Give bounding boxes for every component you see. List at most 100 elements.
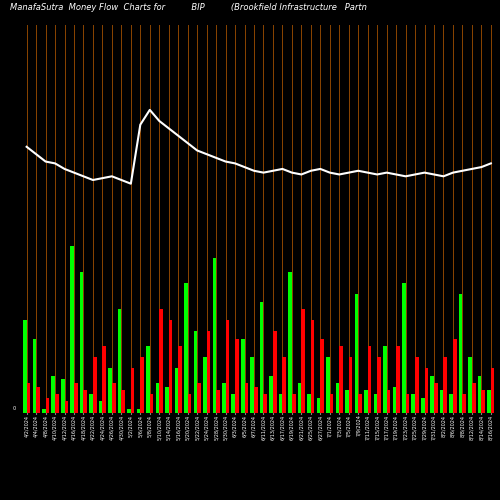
Bar bbox=[430, 376, 434, 412]
Bar bbox=[392, 386, 396, 412]
Bar bbox=[70, 246, 74, 412]
Bar bbox=[424, 368, 428, 412]
Bar bbox=[184, 284, 188, 412]
Bar bbox=[80, 272, 84, 412]
Bar bbox=[131, 368, 134, 412]
Bar bbox=[118, 309, 122, 412]
Bar bbox=[440, 390, 444, 412]
Bar bbox=[74, 383, 78, 412]
Bar bbox=[226, 320, 229, 412]
Bar bbox=[156, 383, 160, 412]
Bar bbox=[459, 294, 462, 412]
Bar bbox=[396, 346, 400, 412]
Bar bbox=[273, 332, 276, 412]
Bar bbox=[345, 390, 349, 412]
Bar bbox=[402, 284, 406, 412]
Bar bbox=[222, 383, 226, 412]
Bar bbox=[188, 394, 192, 412]
Bar bbox=[302, 309, 305, 412]
Bar bbox=[61, 380, 64, 412]
Bar bbox=[102, 346, 106, 412]
Bar bbox=[90, 394, 93, 412]
Bar bbox=[112, 383, 116, 412]
Bar bbox=[377, 357, 381, 412]
Bar bbox=[383, 346, 386, 412]
Bar bbox=[298, 383, 302, 412]
Bar bbox=[168, 320, 172, 412]
Bar bbox=[232, 394, 235, 412]
Bar bbox=[174, 368, 178, 412]
Bar bbox=[482, 390, 485, 412]
Bar bbox=[244, 383, 248, 412]
Bar bbox=[64, 402, 68, 412]
Bar bbox=[93, 357, 96, 412]
Bar bbox=[108, 368, 112, 412]
Bar bbox=[288, 272, 292, 412]
Bar bbox=[99, 402, 102, 412]
Bar bbox=[354, 294, 358, 412]
Bar bbox=[406, 394, 409, 412]
Bar bbox=[32, 338, 36, 412]
Bar bbox=[26, 383, 30, 412]
Bar bbox=[23, 320, 26, 412]
Bar bbox=[165, 386, 168, 412]
Bar bbox=[260, 302, 264, 412]
Bar bbox=[206, 332, 210, 412]
Bar bbox=[122, 390, 125, 412]
Bar bbox=[140, 357, 144, 412]
Bar bbox=[434, 383, 438, 412]
Bar bbox=[311, 320, 314, 412]
Bar bbox=[42, 409, 45, 412]
Bar bbox=[160, 309, 163, 412]
Bar bbox=[320, 338, 324, 412]
Bar bbox=[450, 394, 453, 412]
Bar bbox=[316, 398, 320, 412]
Bar bbox=[52, 376, 55, 412]
Bar bbox=[136, 409, 140, 412]
Text: ManafaSutra  Money Flow  Charts for          BIP          (Brookfield Infrastruc: ManafaSutra Money Flow Charts for BIP (B… bbox=[10, 2, 367, 12]
Bar bbox=[194, 332, 197, 412]
Bar bbox=[415, 357, 418, 412]
Bar bbox=[412, 394, 415, 412]
Bar bbox=[349, 357, 352, 412]
Bar bbox=[421, 398, 424, 412]
Bar bbox=[264, 394, 267, 412]
Bar bbox=[282, 357, 286, 412]
Bar bbox=[472, 383, 476, 412]
Bar bbox=[212, 258, 216, 412]
Bar bbox=[216, 390, 220, 412]
Bar bbox=[444, 357, 447, 412]
Bar bbox=[308, 394, 311, 412]
Bar bbox=[55, 394, 58, 412]
Bar bbox=[326, 357, 330, 412]
Bar bbox=[150, 394, 154, 412]
Bar bbox=[478, 376, 482, 412]
Bar bbox=[386, 390, 390, 412]
Bar bbox=[488, 390, 491, 412]
Bar bbox=[270, 376, 273, 412]
Bar bbox=[203, 357, 206, 412]
Bar bbox=[468, 357, 472, 412]
Bar bbox=[146, 346, 150, 412]
Bar bbox=[279, 394, 282, 412]
Bar bbox=[368, 346, 372, 412]
Bar bbox=[330, 394, 334, 412]
Bar bbox=[364, 390, 368, 412]
Bar bbox=[127, 409, 131, 412]
Bar bbox=[292, 394, 296, 412]
Bar bbox=[340, 346, 343, 412]
Bar bbox=[254, 386, 258, 412]
Bar bbox=[374, 394, 377, 412]
Bar bbox=[46, 398, 49, 412]
Text: 0: 0 bbox=[12, 406, 16, 410]
Bar bbox=[36, 386, 40, 412]
Bar bbox=[462, 394, 466, 412]
Bar bbox=[358, 394, 362, 412]
Bar bbox=[235, 338, 238, 412]
Bar bbox=[178, 346, 182, 412]
Bar bbox=[241, 338, 244, 412]
Bar bbox=[336, 383, 340, 412]
Bar bbox=[453, 338, 456, 412]
Bar bbox=[491, 368, 494, 412]
Bar bbox=[250, 357, 254, 412]
